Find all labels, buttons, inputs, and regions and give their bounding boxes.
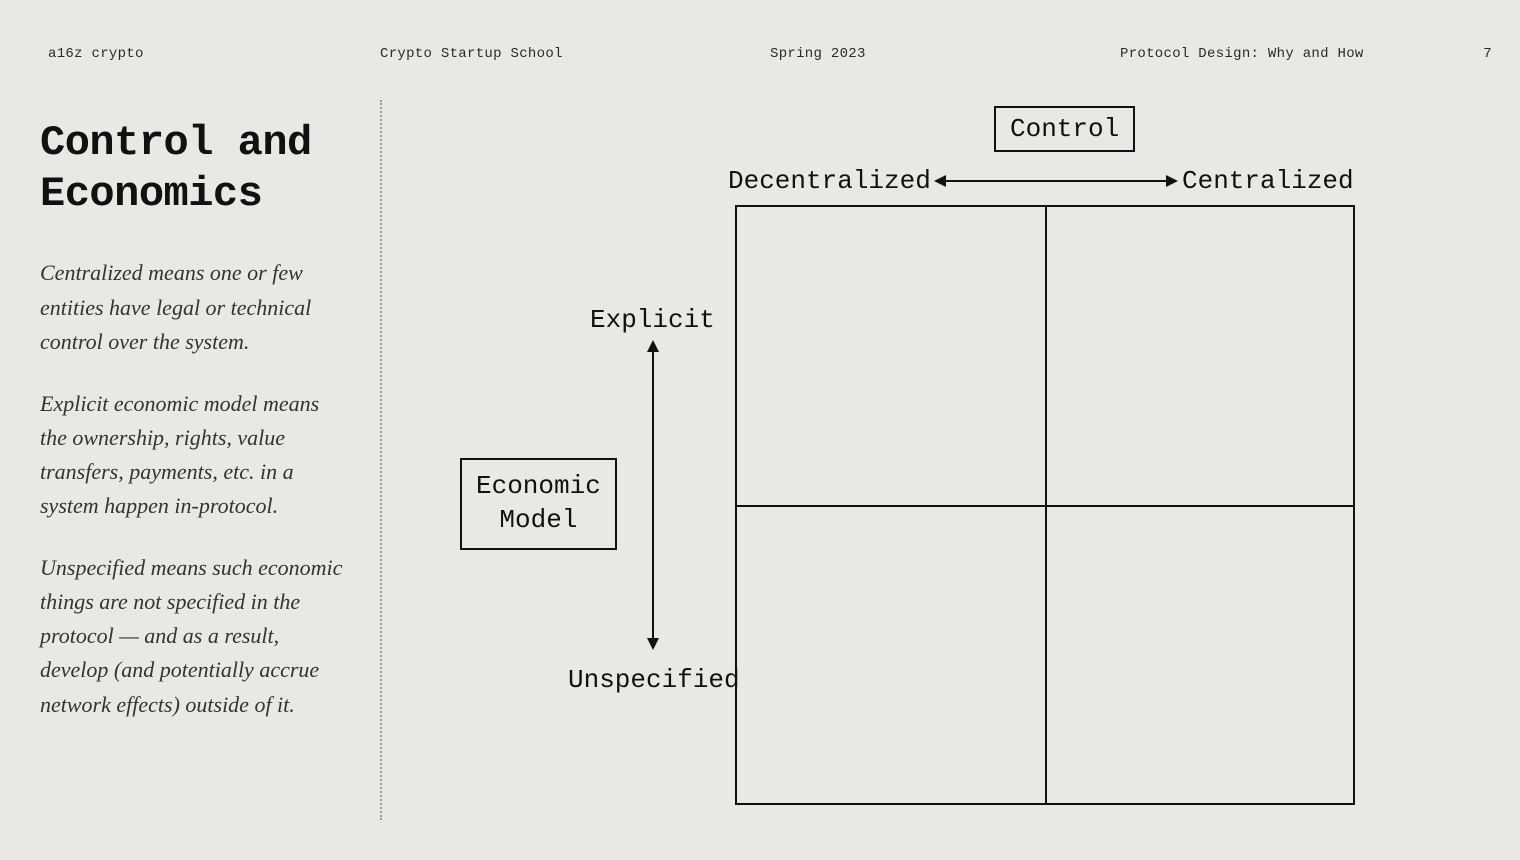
quadrant-diagram: Control Decentralized Centralized Explic… <box>400 100 1480 840</box>
paragraph-1: Centralized means one or few entities ha… <box>40 256 350 358</box>
column-divider <box>380 100 382 820</box>
header-course: Crypto Startup School <box>380 46 563 62</box>
haxis-left-label: Decentralized <box>728 166 931 196</box>
paragraph-2: Explicit economic model means the owners… <box>40 387 350 523</box>
haxis-right-label: Centralized <box>1182 166 1354 196</box>
vaxis-bottom-label: Unspecified <box>568 665 740 695</box>
economic-model-line1: Economic <box>476 471 601 501</box>
economic-model-box: Economic Model <box>460 458 617 550</box>
header-brand: a16z crypto <box>48 46 144 62</box>
grid-horizontal-line <box>737 505 1353 507</box>
control-axis-box: Control <box>994 106 1135 152</box>
header-page: 7 <box>1483 46 1492 62</box>
left-column: Control and Economics Centralized means … <box>40 118 350 750</box>
vaxis-top-label: Explicit <box>590 305 715 335</box>
paragraph-3: Unspecified means such economic things a… <box>40 551 350 721</box>
control-axis-label: Control <box>1010 114 1119 144</box>
slide-title: Control and Economics <box>40 118 350 220</box>
header-lecture: Protocol Design: Why and How <box>1120 46 1364 62</box>
horizontal-axis-arrow <box>934 174 1178 188</box>
header-term: Spring 2023 <box>770 46 866 62</box>
quadrant-grid <box>735 205 1355 805</box>
economic-model-line2: Model <box>499 505 577 535</box>
vertical-axis-arrow <box>646 340 660 650</box>
